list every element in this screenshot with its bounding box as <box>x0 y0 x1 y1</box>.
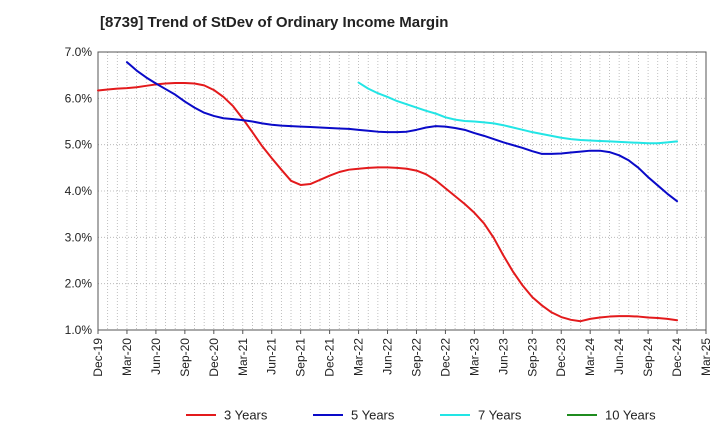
x-tick-label: Dec-20 <box>207 338 221 377</box>
legend: 3 Years 5 Years 7 Years 10 Years <box>186 408 656 423</box>
x-tick-label: Jun-20 <box>149 338 163 375</box>
series-line-3-years <box>97 82 679 323</box>
y-tick-label: 1.0% <box>65 323 93 337</box>
x-tick-label: Dec-24 <box>670 338 684 377</box>
x-tick-label: Jun-22 <box>381 338 395 375</box>
x-tick-label: Sep-24 <box>641 338 655 377</box>
y-tick-label: 7.0% <box>65 45 93 59</box>
axes: 1.0% 2.0% 3.0% 4.0% 5.0% 6.0% 7.0% Dec-19 Mar-20… <box>65 45 713 377</box>
y-tick-label: 2.0% <box>65 277 93 291</box>
y-tick-label: 4.0% <box>65 184 93 198</box>
legend-label: 10 Years <box>605 408 656 423</box>
x-tick-label: Jun-21 <box>265 338 279 375</box>
legend-label: 7 Years <box>478 408 522 423</box>
x-tick-label: Dec-21 <box>323 338 337 377</box>
x-tick-label: Jun-24 <box>612 338 626 375</box>
grid <box>97 52 707 330</box>
y-tick-label: 6.0% <box>65 91 93 105</box>
series-lines <box>97 61 679 323</box>
x-tick-label: Sep-21 <box>294 338 308 377</box>
legend-label: 5 Years <box>351 408 395 423</box>
x-tick-label: Mar-20 <box>120 338 134 376</box>
x-tick-label: Mar-22 <box>352 338 366 376</box>
series-line-7-years <box>357 81 679 145</box>
x-tick-label: Sep-22 <box>409 338 423 377</box>
x-tick-label: Dec-19 <box>91 338 105 377</box>
x-tick-label: Dec-22 <box>438 338 452 377</box>
x-tick-label: Sep-20 <box>178 338 192 377</box>
plot-area-border <box>97 51 707 331</box>
x-tick-label: Mar-25 <box>699 338 713 376</box>
x-tick-label: Mar-24 <box>583 338 597 376</box>
legend-label: 3 Years <box>224 408 268 423</box>
x-tick-label: Dec-23 <box>554 338 568 377</box>
x-tick-label: Mar-23 <box>467 338 481 376</box>
y-tick-label: 3.0% <box>65 230 93 244</box>
y-tick-label: 5.0% <box>65 138 93 152</box>
x-tick-label: Mar-21 <box>236 338 250 376</box>
x-tick-label: Sep-23 <box>525 338 539 377</box>
chart-title: [8739] Trend of StDev of Ordinary Income… <box>100 14 449 31</box>
series-line-5-years <box>125 61 679 203</box>
x-tick-label: Jun-23 <box>496 338 510 375</box>
